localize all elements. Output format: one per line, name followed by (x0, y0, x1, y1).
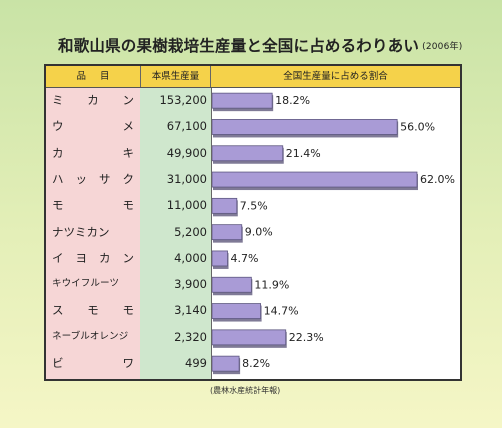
production-value: 11,000 (166, 198, 207, 213)
item-name-char: モ (122, 198, 135, 213)
production-value: 499 (185, 356, 207, 370)
share-label: 8.2% (242, 357, 270, 370)
item-name-char: ン (122, 93, 135, 107)
item-name: スモモ (52, 300, 134, 320)
production-column (140, 66, 212, 379)
item-name-char: ビ (52, 356, 64, 370)
source-note: (農林水産統計年報) (210, 386, 281, 395)
production-value: 67,100 (166, 119, 207, 134)
item-name-char: ミ (52, 93, 64, 107)
data-table: 品目 本県生産量 全国生産量に占める割合 ミカン 153,200 ウメ 67,100 カ… (44, 64, 462, 381)
production-value: 3,900 (174, 277, 207, 292)
share-label: 11.9% (254, 278, 289, 291)
title-text: 和歌山県の果樹栽培生産量と全国に占めるわりあい (58, 37, 420, 55)
share-label: 4.7% (231, 252, 259, 265)
production-value: 31,000 (166, 171, 207, 186)
share-bar (212, 197, 238, 214)
share-label: 14.7% (264, 305, 299, 318)
item-name: カキ (52, 143, 134, 163)
item-name: ウメ (52, 116, 134, 136)
share-bar (212, 119, 398, 135)
item-name-char: ウ (52, 119, 64, 134)
item-name-char: キ (122, 145, 135, 160)
item-name-char: ン (122, 250, 135, 265)
table-header: 品目 本県生産量 全国生産量に占める割合 (46, 66, 460, 88)
item-name-char: モ (52, 198, 64, 213)
year-label: (2006年) (422, 42, 463, 52)
item-name: ハッサク (52, 169, 134, 189)
share-bar (212, 355, 240, 372)
share-bar-chart: 18.2% 56.0% 21.4% 62.0% 7.5% 9.0% 4.7% 11.9% 14.… (212, 92, 455, 375)
production-value: 49,900 (166, 145, 207, 160)
production-value: 3,140 (174, 303, 207, 318)
item-name: ネーブルオレンジ (52, 330, 129, 342)
item-name-char: カ (52, 145, 64, 160)
share-label: 9.0% (245, 226, 273, 239)
item-name: モモ (52, 195, 134, 215)
item-name-char: ク (122, 171, 135, 186)
production-value: 5,200 (174, 224, 207, 239)
item-name-char: モ (122, 303, 135, 318)
share-label: 62.0% (420, 173, 455, 186)
production-value: 4,000 (174, 250, 207, 265)
share-bar (212, 303, 262, 319)
item-name-char: カ (99, 250, 111, 265)
item-name-char: ッ (75, 171, 88, 186)
item-name: ミカン (52, 90, 134, 110)
production-value: 153,200 (159, 93, 207, 107)
share-bar (212, 171, 418, 188)
item-name-char: ス (52, 303, 64, 318)
item-column (46, 66, 141, 379)
header-share: 全国生産量に占める割合 (283, 71, 388, 82)
share-label: 21.4% (286, 147, 321, 160)
header-production: 本県生産量 (140, 66, 211, 87)
share-bar (212, 276, 252, 293)
share-bar (212, 329, 287, 346)
share-label: 56.0% (400, 120, 435, 133)
item-name-char: ハ (52, 171, 64, 186)
item-name: キウイフルーツ (52, 278, 119, 290)
share-bar (212, 92, 273, 109)
header-item: 品目 (76, 71, 124, 82)
item-name-char: ヨ (75, 250, 88, 265)
chart-title: 和歌山県の果樹栽培生産量と全国に占めるわりあい (2006年) (58, 34, 478, 56)
share-label: 22.3% (289, 331, 324, 344)
item-name: ナツミカン (52, 224, 110, 239)
item-name: イヨカン (52, 248, 134, 268)
item-name-char: ワ (122, 356, 135, 370)
share-bar (212, 250, 228, 267)
item-name-char: モ (87, 303, 99, 318)
production-value: 2,320 (174, 329, 207, 344)
item-name-char: イ (52, 250, 64, 265)
share-label: 18.2% (275, 94, 310, 107)
share-bar (212, 224, 243, 241)
share-bar (212, 145, 284, 162)
item-name-char: サ (99, 171, 111, 186)
item-name: ビワ (52, 353, 134, 373)
share-label: 7.5% (240, 199, 268, 212)
item-name-char: メ (122, 119, 135, 134)
item-name-char: カ (87, 93, 99, 107)
